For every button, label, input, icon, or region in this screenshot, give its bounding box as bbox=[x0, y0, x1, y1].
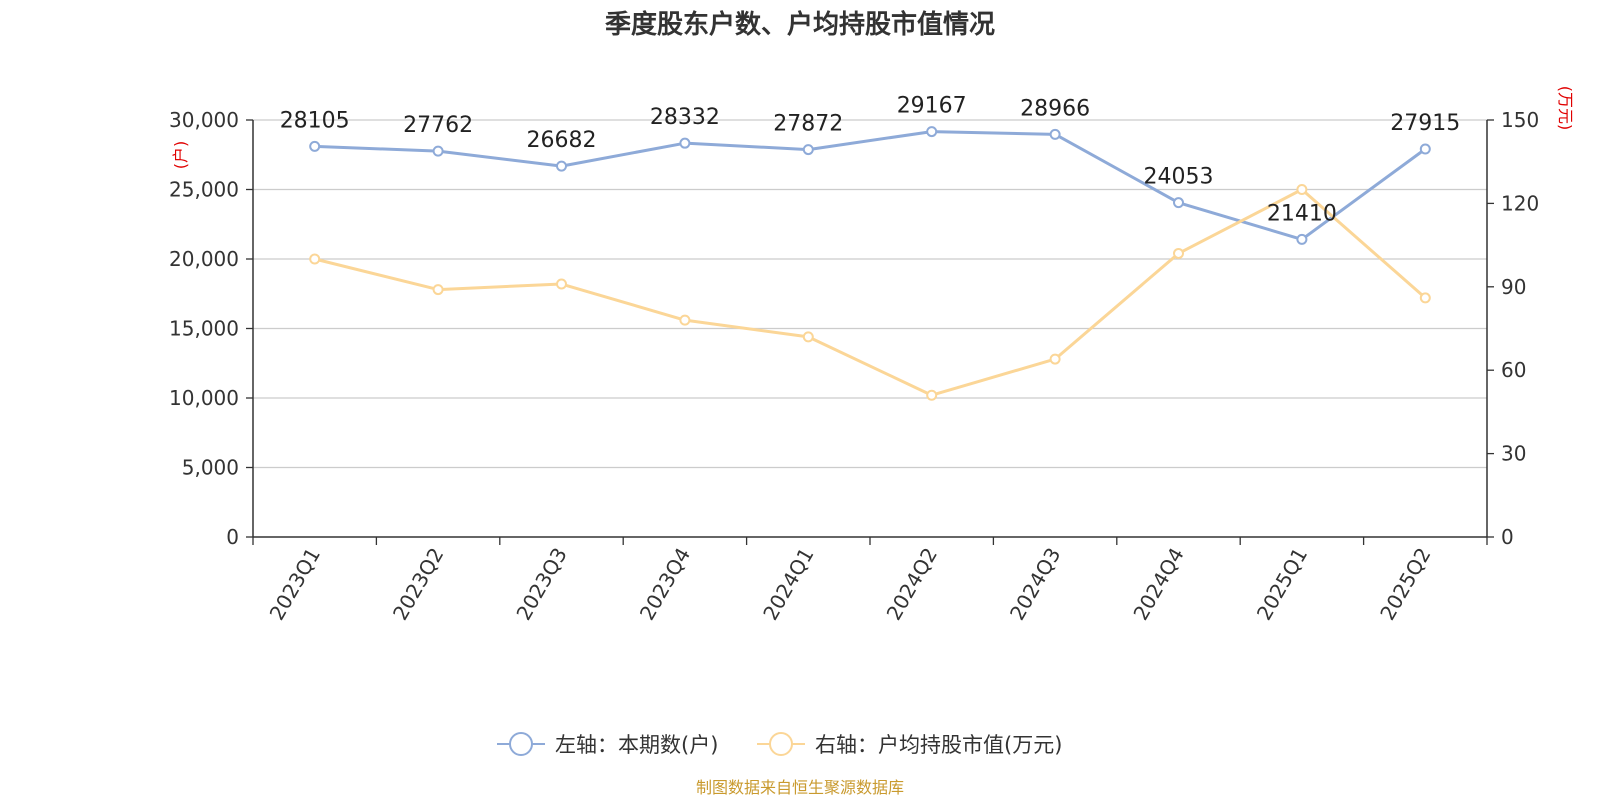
data-label: 28966 bbox=[1020, 96, 1090, 121]
data-labels: 28105 27762 26682 28332 27872 29167 28966 24053… bbox=[280, 94, 1461, 227]
legend[interactable]: 左轴：本期数(户) 右轴：户均持股市值(万元) bbox=[497, 732, 1062, 757]
data-point-holders bbox=[802, 144, 814, 156]
data-label: 26682 bbox=[527, 128, 597, 153]
data-point-avg-value bbox=[556, 278, 567, 290]
left-axis-tick-label: 10,000 bbox=[169, 386, 239, 410]
data-label: 28105 bbox=[280, 108, 350, 133]
left-axis-tick-label: 15,000 bbox=[169, 317, 239, 341]
right-axis-tick-label: 90 bbox=[1501, 275, 1526, 299]
data-label: 29167 bbox=[897, 94, 967, 119]
left-axis-tick-label: 30,000 bbox=[169, 108, 239, 132]
data-point-holders bbox=[1419, 143, 1431, 155]
chart-title: 季度股东户数、户均持股市值情况 bbox=[605, 9, 995, 40]
data-point-holders bbox=[309, 140, 321, 152]
data-point-avg-value bbox=[802, 331, 814, 343]
right-axis-tick-label: 30 bbox=[1501, 442, 1526, 466]
data-point-avg-value bbox=[926, 389, 938, 401]
data-point-holders bbox=[1173, 197, 1184, 209]
legend-marker bbox=[769, 732, 793, 756]
source-note: 制图数据来自恒生聚源数据库 bbox=[696, 778, 904, 797]
left-axis-tick-label: 25,000 bbox=[169, 178, 239, 202]
x-axis-category-label: 2025Q1 bbox=[1252, 544, 1312, 625]
data-point-holders bbox=[926, 126, 938, 138]
legend-item-holders[interactable]: 左轴：本期数(户) bbox=[497, 732, 718, 757]
right-axis-unit: (万元) bbox=[1556, 86, 1575, 131]
series-line-avg-value bbox=[314, 188, 1427, 397]
x-axis-category-label: 2023Q1 bbox=[265, 544, 325, 625]
data-point-avg-value bbox=[1049, 353, 1061, 365]
series-layer bbox=[309, 126, 1431, 401]
data-point-avg-value bbox=[1173, 247, 1184, 259]
x-axis-category-label: 2024Q3 bbox=[1005, 544, 1065, 625]
axes: 0 5,000 10,000 15,000 20,000 25,000 30,000 0 30 6… bbox=[169, 108, 1539, 624]
left-axis-tick-label: 0 bbox=[226, 525, 239, 549]
x-axis-category-label: 2025Q2 bbox=[1375, 544, 1435, 625]
data-point-holders bbox=[556, 160, 567, 172]
data-label: 27915 bbox=[1390, 111, 1460, 136]
legend-marker bbox=[509, 732, 533, 756]
right-axis-tick-label: 120 bbox=[1501, 191, 1539, 215]
right-axis-tick-label: 60 bbox=[1501, 358, 1526, 382]
x-axis-category-label: 2023Q2 bbox=[388, 544, 448, 625]
legend-item-avg-value[interactable]: 右轴：户均持股市值(万元) bbox=[757, 732, 1062, 757]
data-point-holders bbox=[1049, 128, 1061, 140]
data-point-holders bbox=[679, 137, 691, 149]
data-point-avg-value bbox=[432, 284, 444, 296]
data-label: 27762 bbox=[403, 113, 473, 138]
series-line-holders bbox=[314, 130, 1427, 241]
grid-lines bbox=[253, 119, 1487, 469]
data-label: 28332 bbox=[650, 105, 720, 130]
right-axis-tick-label: 0 bbox=[1501, 525, 1514, 549]
data-point-holders bbox=[432, 145, 444, 157]
data-label: 21410 bbox=[1267, 201, 1337, 226]
data-point-avg-value bbox=[1419, 292, 1431, 304]
x-axis-category-label: 2023Q3 bbox=[511, 544, 571, 625]
left-axis-unit: (户) bbox=[171, 141, 190, 170]
data-point-avg-value bbox=[309, 253, 321, 265]
left-axis-tick-label: 20,000 bbox=[169, 247, 239, 271]
right-axis-tick-label: 150 bbox=[1501, 108, 1539, 132]
x-axis-category-label: 2023Q4 bbox=[635, 544, 695, 625]
data-point-avg-value bbox=[679, 314, 691, 326]
data-point-avg-value bbox=[1296, 184, 1308, 195]
data-label: 24053 bbox=[1144, 165, 1214, 190]
data-point-holders bbox=[1296, 233, 1308, 245]
x-axis-category-label: 2024Q1 bbox=[758, 544, 818, 625]
left-axis-tick-label: 5,000 bbox=[182, 456, 239, 480]
x-axis-category-label: 2024Q2 bbox=[882, 544, 942, 625]
data-label: 27872 bbox=[773, 112, 843, 137]
legend-label: 左轴：本期数(户) bbox=[555, 733, 718, 757]
x-axis-category-label: 2024Q4 bbox=[1128, 544, 1188, 625]
legend-label: 右轴：户均持股市值(万元) bbox=[815, 733, 1062, 757]
